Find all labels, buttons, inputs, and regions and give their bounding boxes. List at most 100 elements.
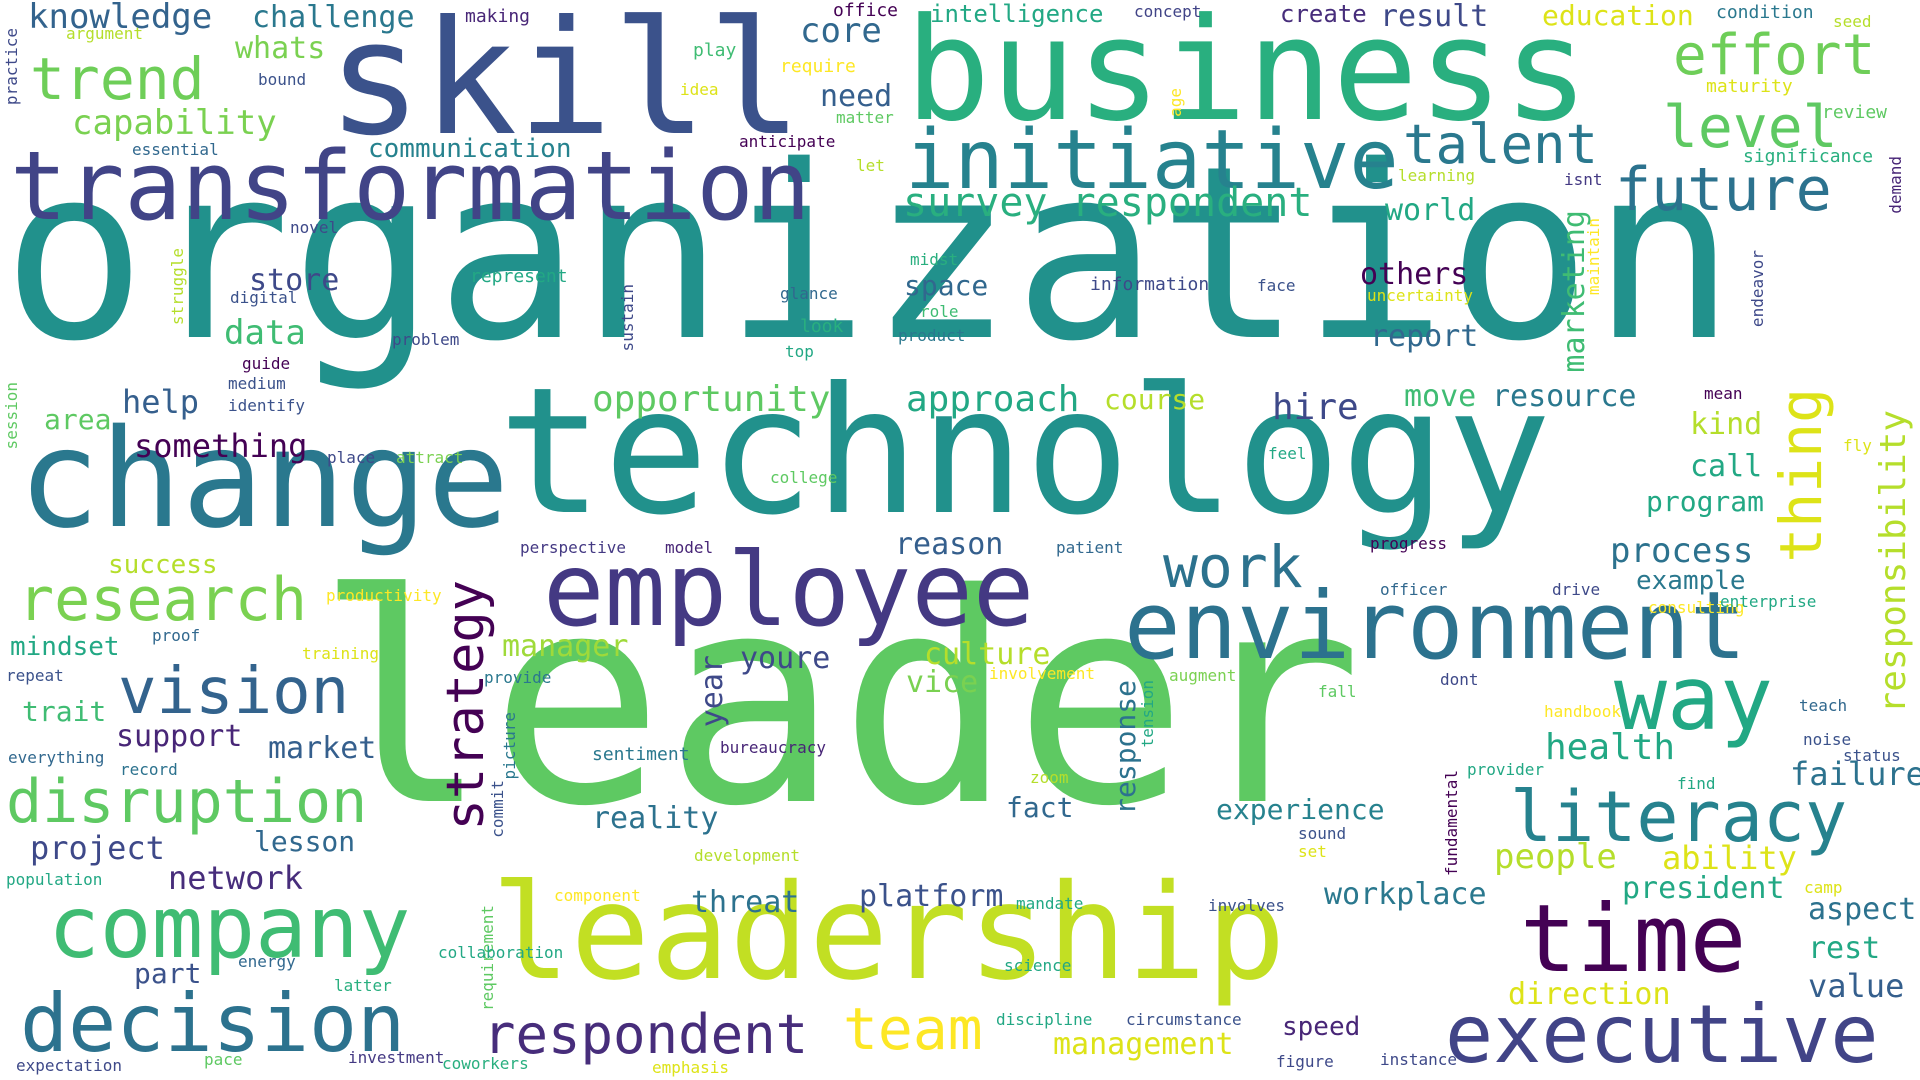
word: picture — [500, 712, 519, 780]
word: find — [1677, 774, 1716, 793]
word: digital — [230, 288, 298, 307]
word: year — [695, 655, 730, 728]
word: trait — [22, 695, 107, 728]
word: market — [268, 731, 377, 766]
word: company — [48, 878, 411, 978]
word: work — [1163, 533, 1303, 601]
word: matter — [836, 108, 894, 127]
word: look — [800, 316, 844, 337]
word: environment — [1124, 572, 1747, 681]
word: place — [327, 448, 376, 467]
word: midst — [910, 250, 959, 269]
word: circumstance — [1126, 1010, 1242, 1029]
word: value — [1808, 967, 1905, 1005]
word: survey respondent — [903, 180, 1313, 226]
word: identify — [228, 396, 306, 415]
word: record — [120, 760, 178, 779]
word: practice — [2, 28, 21, 106]
word: idea — [680, 80, 719, 99]
word: attract — [396, 448, 464, 467]
word: repeat — [6, 666, 64, 685]
word: coworkers — [442, 1054, 529, 1073]
word: endeavor — [1748, 250, 1767, 328]
word: population — [6, 870, 103, 889]
word: making — [465, 6, 531, 27]
word: research — [18, 565, 307, 635]
word: guide — [242, 354, 291, 373]
word: camp — [1804, 878, 1843, 897]
word: platform — [859, 879, 1004, 914]
word: zoom — [1030, 768, 1069, 787]
word: disruption — [6, 767, 368, 837]
word: condition — [1716, 2, 1814, 23]
word: progress — [1370, 534, 1448, 553]
word: age — [1166, 88, 1185, 117]
word: review — [1822, 102, 1888, 123]
word: vice — [906, 665, 979, 700]
word: intelligence — [930, 0, 1104, 28]
word: product — [898, 326, 966, 345]
word: session — [2, 382, 21, 450]
word: resource — [1492, 379, 1637, 414]
word: culture — [924, 637, 1051, 672]
word: mandate — [1016, 894, 1084, 913]
word: workplace — [1324, 877, 1487, 912]
word: sustain — [618, 284, 637, 352]
word: consulting — [1648, 598, 1745, 617]
word: fly — [1843, 436, 1872, 455]
word: thing — [1767, 388, 1835, 563]
word: help — [122, 383, 200, 421]
word: change — [18, 401, 510, 559]
word: provide — [484, 668, 552, 687]
word: commit — [488, 780, 507, 838]
word: talent — [1403, 113, 1599, 176]
word: skill — [327, 0, 803, 171]
word: kind — [1690, 407, 1763, 442]
word: everything — [8, 748, 105, 767]
word: uncertainty — [1367, 286, 1473, 305]
word: executive — [1445, 988, 1879, 1080]
word: opportunity — [592, 379, 831, 420]
word: college — [770, 468, 838, 487]
word: communication — [368, 134, 572, 164]
word: program — [1646, 485, 1765, 518]
word: challenge — [252, 0, 415, 35]
word: training — [302, 644, 380, 663]
word: effort — [1673, 23, 1876, 88]
word: level — [1663, 93, 1838, 161]
word: organization — [2, 114, 1736, 394]
word: time — [1520, 885, 1747, 994]
word: represent — [470, 266, 568, 287]
word: pace — [204, 1050, 243, 1069]
word: aspect — [1808, 892, 1917, 927]
word: direction — [1508, 977, 1671, 1012]
word: fall — [1318, 682, 1357, 701]
word: decision — [20, 977, 406, 1070]
word: role — [920, 302, 959, 321]
word: approach — [906, 379, 1080, 420]
word: process — [1610, 531, 1754, 571]
word: argument — [66, 24, 144, 43]
word: initiative — [905, 113, 1399, 208]
word: result — [1380, 0, 1489, 34]
word: significance — [1743, 146, 1874, 167]
word: course — [1104, 383, 1206, 416]
word: project — [30, 829, 165, 867]
word: seed — [1833, 12, 1872, 31]
word: create — [1280, 0, 1367, 28]
word: business — [905, 0, 1589, 153]
word: core — [800, 11, 882, 51]
word: management — [1053, 1027, 1234, 1062]
word: essential — [132, 140, 219, 159]
word: whats — [235, 31, 326, 66]
word: perspective — [520, 538, 626, 557]
word: model — [665, 538, 714, 557]
word: mean — [1704, 384, 1743, 403]
word: transformation — [10, 132, 811, 242]
word: experience — [1216, 793, 1385, 826]
word: enterprise — [1720, 592, 1817, 611]
word: office — [833, 0, 899, 21]
word: problem — [392, 330, 460, 349]
word: bound — [258, 70, 307, 89]
word: development — [694, 846, 800, 865]
